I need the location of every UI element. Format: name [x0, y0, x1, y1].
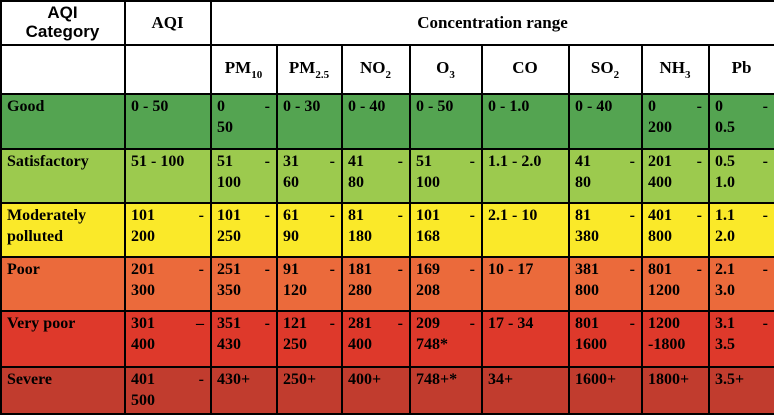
aqi-row-satisfactory: Satisfactory 51 - 100 51-100 31-60 41-80 51-1…: [0, 148, 774, 204]
cell-severe-so2: 1600+: [568, 366, 643, 415]
cell-good-co: 0 - 1.0: [481, 93, 570, 150]
col-header-co: CO: [481, 44, 570, 95]
col-header-no2: NO2: [341, 44, 411, 95]
cell-very-poor-aqi: 301–400: [124, 310, 212, 368]
cell-satisfactory-so2: 41-80: [568, 148, 643, 204]
cell-very-poor-o3: 209-748*: [409, 310, 483, 368]
cell-moderately-polluted-pb: 1.1-2.0: [708, 202, 774, 258]
cell-good-pm10: 0-50: [210, 93, 278, 150]
cell-satisfactory-pb: 0.5-1.0: [708, 148, 774, 204]
cell-good-aqi: 0 - 50: [124, 93, 212, 150]
col-header-pb: Pb: [708, 44, 774, 95]
cell-satisfactory-pm2-5: 31-60: [276, 148, 343, 204]
empty-header-cell: [0, 44, 126, 95]
header-aqi-category: AQI Category: [0, 0, 126, 46]
aqi-row-moderately-polluted: Moderately polluted 101-200 101-250 61-90 81…: [0, 202, 774, 258]
cell-satisfactory-co: 1.1 - 2.0: [481, 148, 570, 204]
header-row-2: PM10 PM2.5 NO2 O3 CO SO2 NH3 Pb: [0, 44, 774, 95]
cell-moderately-polluted-o3: 101-168: [409, 202, 483, 258]
cell-very-poor-nh3: 1200 -1800: [641, 310, 710, 368]
cell-moderately-polluted-no2: 81-180: [341, 202, 411, 258]
cell-very-poor-pm2-5: 121-250: [276, 310, 343, 368]
cell-moderately-polluted-co: 2.1 - 10: [481, 202, 570, 258]
header-row-1: AQI Category AQI Concentration range: [0, 0, 774, 46]
cell-very-poor-so2: 801-1600: [568, 310, 643, 368]
cell-poor-aqi: 201-300: [124, 256, 212, 312]
cell-poor-co: 10 - 17: [481, 256, 570, 312]
cell-severe-pm2-5: 250+: [276, 366, 343, 415]
col-header-pm10: PM10: [210, 44, 278, 95]
cell-good-pb: 0-0.5: [708, 93, 774, 150]
cell-satisfactory-pm10: 51-100: [210, 148, 278, 204]
cell-satisfactory-aqi: 51 - 100: [124, 148, 212, 204]
cell-poor-nh3: 801-1200: [641, 256, 710, 312]
category-cell-moderately-polluted: Moderately polluted: [0, 202, 126, 258]
col-header-o3: O3: [409, 44, 483, 95]
cell-severe-pm10: 430+: [210, 366, 278, 415]
cell-severe-nh3: 1800+: [641, 366, 710, 415]
col-header-pm2-5: PM2.5: [276, 44, 343, 95]
cell-poor-pb: 2.1-3.0: [708, 256, 774, 312]
cell-moderately-polluted-aqi: 101-200: [124, 202, 212, 258]
cell-poor-no2: 181-280: [341, 256, 411, 312]
cell-severe-co: 34+: [481, 366, 570, 415]
cell-poor-pm10: 251-350: [210, 256, 278, 312]
col-header-so2: SO2: [568, 44, 643, 95]
category-cell-severe: Severe: [0, 366, 126, 415]
cell-very-poor-co: 17 - 34: [481, 310, 570, 368]
cell-good-pm2-5: 0 - 30: [276, 93, 343, 150]
cell-severe-aqi: 401-500: [124, 366, 212, 415]
cell-moderately-polluted-pm10: 101-250: [210, 202, 278, 258]
aqi-row-very-poor: Very poor 301–400 351-430 121-250 281-400 209…: [0, 310, 774, 368]
aqi-row-good: Good 0 - 50 0-50 0 - 30 0 - 40 0 - 50 0 - 1.0 0…: [0, 93, 774, 150]
cell-good-nh3: 0-200: [641, 93, 710, 150]
cell-good-o3: 0 - 50: [409, 93, 483, 150]
aqi-row-poor: Poor 201-300 251-350 91-120 181-280 169-208 10…: [0, 256, 774, 312]
cell-very-poor-pm10: 351-430: [210, 310, 278, 368]
empty-header-cell: [124, 44, 212, 95]
cell-poor-pm2-5: 91-120: [276, 256, 343, 312]
col-header-nh3: NH3: [641, 44, 710, 95]
cell-moderately-polluted-pm2-5: 61-90: [276, 202, 343, 258]
aqi-row-severe: Severe 401-500 430+ 250+ 400+ 748+* 34+ 1600+ 18…: [0, 366, 774, 415]
cell-severe-no2: 400+: [341, 366, 411, 415]
cell-good-no2: 0 - 40: [341, 93, 411, 150]
cell-satisfactory-nh3: 201-400: [641, 148, 710, 204]
cell-moderately-polluted-so2: 81-380: [568, 202, 643, 258]
cell-satisfactory-o3: 51-100: [409, 148, 483, 204]
cell-severe-pb: 3.5+: [708, 366, 774, 415]
header-aqi: AQI: [124, 0, 212, 46]
cell-moderately-polluted-nh3: 401-800: [641, 202, 710, 258]
cell-very-poor-pb: 3.1-3.5: [708, 310, 774, 368]
cell-good-so2: 0 - 40: [568, 93, 643, 150]
cell-very-poor-no2: 281-400: [341, 310, 411, 368]
cell-poor-o3: 169-208: [409, 256, 483, 312]
header-concentration-range: Concentration range: [210, 0, 774, 46]
cell-satisfactory-no2: 41-80: [341, 148, 411, 204]
category-cell-poor: Poor: [0, 256, 126, 312]
category-cell-satisfactory: Satisfactory: [0, 148, 126, 204]
cell-poor-so2: 381-800: [568, 256, 643, 312]
category-cell-good: Good: [0, 93, 126, 150]
cell-severe-o3: 748+*: [409, 366, 483, 415]
category-cell-very-poor: Very poor: [0, 310, 126, 368]
